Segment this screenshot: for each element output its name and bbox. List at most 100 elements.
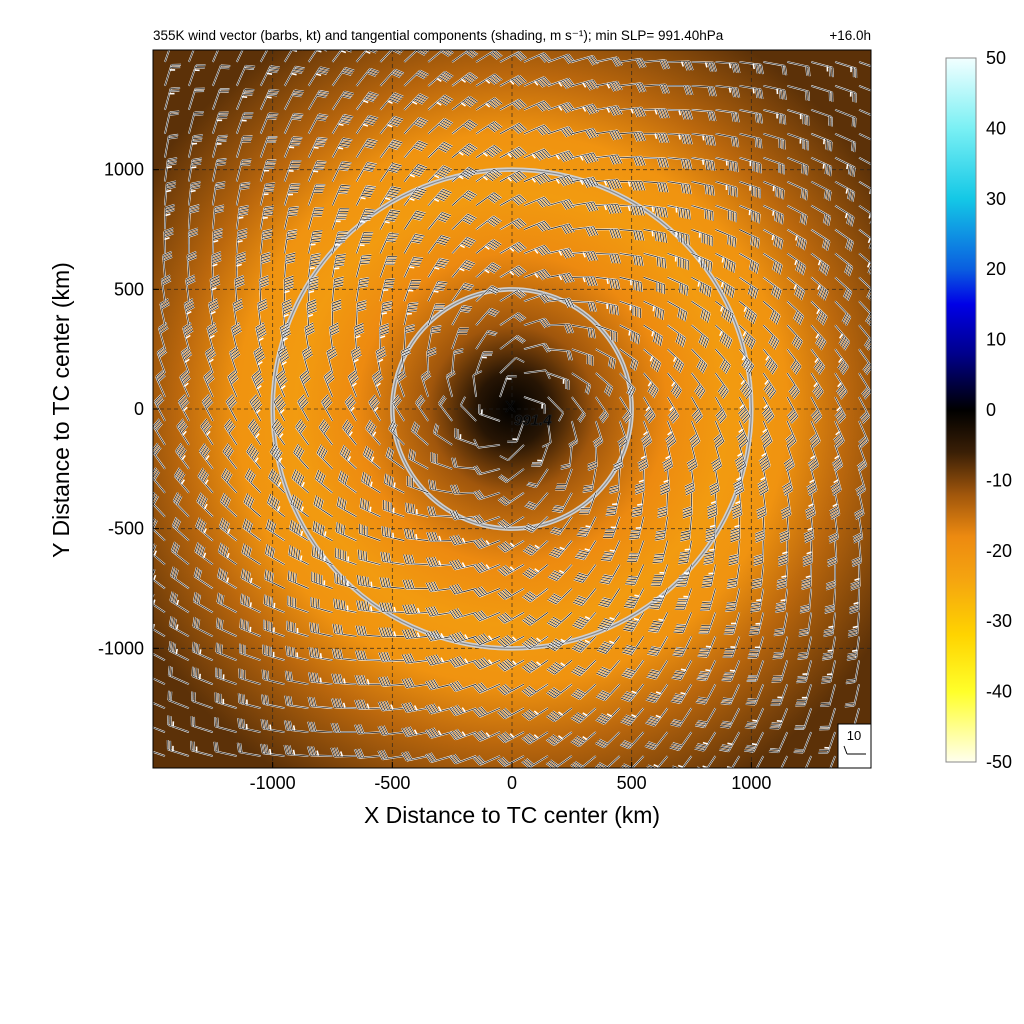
barb-feather-core — [276, 399, 284, 407]
barb-feather-core — [414, 191, 424, 196]
barb-feather-core — [175, 494, 181, 503]
barb-feather-core — [224, 418, 231, 427]
barb-staff-core — [340, 453, 357, 470]
barb-feather-core — [205, 401, 213, 409]
barb-feather-core — [184, 301, 194, 307]
barb-feather-core — [154, 447, 162, 456]
barb-feather-core — [410, 264, 420, 267]
barb-half-feather — [387, 124, 393, 128]
barb-half-feather — [283, 313, 289, 318]
wind-barb — [354, 699, 381, 710]
barb-feather-core — [227, 370, 236, 378]
barb-feather-core — [347, 399, 355, 407]
barb-staff-core — [153, 451, 166, 470]
barb-feather-core — [238, 693, 240, 703]
barb-feather-core — [376, 349, 386, 355]
wind-barb — [153, 750, 166, 757]
wind-barb — [186, 251, 197, 278]
barb-half-feather — [191, 166, 197, 169]
wind-barb — [211, 227, 223, 254]
wind-barb — [283, 275, 294, 302]
barb-feather-core — [233, 298, 242, 304]
wind-barb — [336, 496, 357, 518]
barb-feather-core — [313, 672, 317, 683]
barb-feather-core — [343, 600, 346, 611]
barb-staff-core — [403, 257, 414, 278]
wind-barb — [335, 522, 357, 542]
barb-feather-core — [333, 723, 338, 733]
barb-feather-core — [318, 446, 324, 456]
barb-feather-core — [216, 163, 226, 166]
wind-barb — [355, 161, 377, 183]
barb-half-feather — [226, 577, 230, 583]
barb-feather-core — [268, 91, 279, 94]
wind-barb — [218, 517, 238, 542]
barb-feather-core — [343, 448, 349, 458]
barb-feather-core — [237, 742, 240, 753]
barb-feather-core — [298, 396, 306, 405]
barb-staff-core — [380, 233, 390, 254]
barb-feather-core — [164, 227, 174, 232]
barb-feather-core — [289, 519, 293, 530]
barb-feather-core — [259, 278, 269, 283]
barb-feather-core — [270, 470, 276, 480]
barb-feather-core — [262, 669, 264, 680]
barb-staff-core — [248, 426, 261, 446]
barb-feather-core — [363, 473, 367, 483]
barb-staff-core — [153, 751, 166, 757]
barb-feather — [148, 666, 149, 675]
barb-feather-core — [351, 377, 359, 385]
barb-feather-core — [244, 67, 255, 70]
barb-half-feather — [278, 457, 283, 463]
barb-half-feather — [175, 648, 178, 655]
barb-feather-core — [313, 495, 317, 505]
barb-feather-core — [170, 566, 174, 576]
barb-feather-core — [381, 526, 384, 536]
barb-feather-core — [393, 397, 401, 405]
barb-feather-core — [213, 236, 223, 240]
barb-feather-core — [364, 98, 374, 102]
barb-feather-core — [239, 187, 250, 190]
barb-feather-core — [252, 425, 259, 434]
barb-staff-core — [222, 451, 238, 470]
barb-feather-core — [237, 236, 247, 240]
barb-feather-core — [160, 327, 169, 334]
barb-feather-core — [264, 188, 274, 190]
barb-feather-core — [381, 602, 386, 612]
barb-half-feather — [273, 602, 276, 609]
wind-barb — [153, 652, 166, 662]
barb-staff-core — [199, 451, 214, 470]
wind-barb — [333, 573, 357, 590]
barb-feather-core — [302, 377, 311, 385]
wind-barb — [309, 622, 333, 638]
wind-barb — [355, 299, 367, 326]
barb-feather-core — [241, 161, 251, 164]
barb-feather-core — [208, 327, 217, 334]
barb-feather — [148, 542, 151, 551]
barb-feather-core — [307, 746, 311, 756]
barb-feather-core — [339, 698, 343, 708]
barb-feather-core — [339, 121, 350, 125]
barb-feather-core — [226, 394, 234, 402]
barb-feather-core — [193, 134, 203, 137]
barb-staff-core — [268, 477, 285, 494]
barb-feather-core — [243, 569, 246, 580]
barb-half-feather — [164, 236, 170, 241]
barb-feather — [371, 45, 380, 48]
barb-staff-core — [163, 231, 166, 254]
barb-feather-core — [367, 421, 373, 431]
barb-feather-core — [249, 523, 253, 533]
wind-barb — [377, 700, 405, 712]
barb-feather-core — [248, 445, 254, 455]
barb-feather-core — [398, 375, 407, 382]
barb-feather-core — [332, 623, 336, 634]
barb-feather-core — [332, 307, 342, 312]
barb-feather-core — [338, 231, 348, 233]
barb-feather-core — [370, 68, 380, 73]
barb-half-feather — [291, 72, 297, 76]
barb-feather-core — [155, 396, 163, 405]
barb-feather-core — [411, 240, 421, 244]
barb-feather-core — [157, 375, 166, 382]
barb-feather-core — [389, 167, 399, 171]
barb-feather-core — [203, 396, 211, 405]
